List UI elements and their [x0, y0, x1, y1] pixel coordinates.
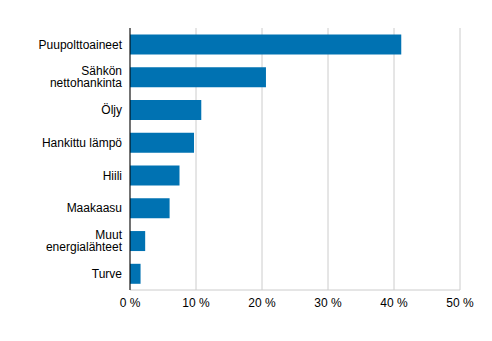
svg-text:Muutenergialähteet: Muutenergialähteet — [46, 228, 123, 254]
svg-text:40 %: 40 % — [380, 296, 408, 310]
svg-text:20 %: 20 % — [248, 296, 276, 310]
svg-text:0 %: 0 % — [120, 296, 141, 310]
svg-text:10 %: 10 % — [182, 296, 210, 310]
svg-text:Öljy: Öljy — [101, 103, 122, 117]
svg-text:Hankittu lämpö: Hankittu lämpö — [42, 136, 122, 150]
svg-text:Turve: Turve — [92, 267, 123, 281]
svg-text:50 %: 50 % — [446, 296, 474, 310]
svg-text:Hiili: Hiili — [103, 169, 122, 183]
svg-text:30 %: 30 % — [314, 296, 342, 310]
svg-text:Sähkönnettohankinta: Sähkönnettohankinta — [50, 64, 122, 90]
svg-text:Puupolttoaineet: Puupolttoaineet — [39, 38, 123, 52]
svg-text:Maakaasu: Maakaasu — [67, 201, 122, 215]
